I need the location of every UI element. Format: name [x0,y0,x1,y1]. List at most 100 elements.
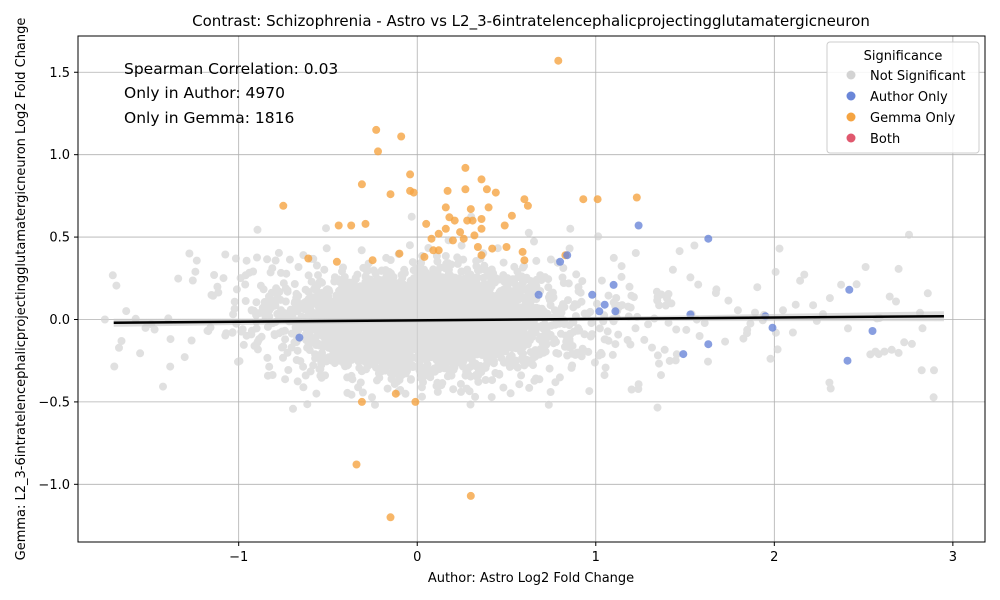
y-tick-label: −1.0 [38,478,70,493]
gemma-only-point [632,193,641,202]
author-only-point [534,290,543,299]
author-only-point [609,280,618,289]
gemma-only-point [461,185,470,194]
legend-marker-gemma-only [846,112,856,122]
gemma-only-point [518,247,527,256]
gemma-only-point [477,224,486,233]
not-significant-points [100,212,938,413]
plot-frame [77,35,986,543]
gemma-only-point [520,256,529,265]
gemma-only-point [443,186,452,195]
gemma-only-point [411,397,420,406]
legend-entry-both: Both [846,132,900,147]
legend: Significance Not Significant Author Only… [826,41,980,154]
legend-marker-author-only [846,91,856,101]
legend-label-both: Both [870,132,900,147]
author-only-point [563,251,572,260]
gemma-only-point [477,251,486,260]
chart-title: Contrast: Schizophrenia - Astro vs L2_3-… [192,12,870,31]
gemma-only-point [466,205,475,214]
gemma-only-point [368,256,377,265]
y-tick-label: 1.5 [49,66,70,81]
annotation-spearman: Spearman Correlation: 0.03 [124,60,338,78]
gemma-only-point [473,243,482,251]
annotation-gemma-only: Only in Gemma: 1816 [124,109,294,127]
gemma-only-point [422,219,431,228]
gemma-only-point [461,163,470,172]
gemma-only-point [507,211,516,220]
legend-box [826,41,980,154]
author-only-point [556,257,565,266]
y-tick-label: 1.0 [49,148,70,163]
x-axis-label: Author: Astro Log2 Fold Change [428,571,634,586]
gemma-only-point [593,195,602,204]
x-tick-label: −1 [229,550,248,565]
regression-line-group [113,311,944,327]
gemma-only-point [395,249,404,258]
gemma-only-point [520,195,529,204]
gemma-only-point [357,397,366,406]
author-only-point [588,290,597,299]
gemma-only-point [386,513,395,522]
gemma-only-point [397,132,406,141]
gemma-only-point [347,221,356,230]
gemma-only-point [429,246,438,255]
author-only-point [600,300,609,309]
legend-title: Significance [864,49,943,64]
gemma-only-point [466,491,475,500]
gemma-only-point [332,257,341,266]
author-only-point [868,327,877,335]
gemma-only-point [482,185,491,194]
author-only-point [843,356,852,365]
gemma-only-point [357,180,366,189]
gemma-only-point [470,231,479,240]
y-tick-label: 0.5 [49,231,70,246]
author-only-point [595,307,604,316]
gemma-only-point [374,147,382,156]
author-only-point [845,285,854,294]
legend-marker-both [846,133,856,143]
gemma-only-point [523,201,532,210]
annotation-author-only: Only in Author: 4970 [124,84,285,102]
author-only-point [634,221,643,230]
significant-points [279,56,877,522]
author-only-point [704,340,713,349]
gemma-only-point [361,219,370,228]
legend-entry-gemma-only: Gemma Only [846,111,956,126]
y-tick-label: −0.5 [38,395,70,410]
gemma-only-point [500,221,509,230]
gemma-only-point [352,460,361,469]
gemma-only-point [488,244,497,253]
legend-entry-author-only: Author Only [846,90,948,105]
gemma-only-point [434,229,443,238]
x-tick-label: 0 [413,550,421,565]
legend-marker-not-significant [846,70,856,80]
y-axis-label: Gemma: L2_3-6intratelencephalicprojectin… [14,18,29,561]
gemma-only-point [477,175,486,184]
regression-line [113,314,944,325]
y-axis-ticks: −1.0 −0.5 0.0 0.5 1.0 1.5 [38,66,78,493]
gemma-only-point [502,243,511,251]
gemma-only-point [420,252,429,261]
legend-label-author-only: Author Only [870,90,948,105]
grid-lines [78,36,985,542]
legend-entry-not-significant: Not Significant [846,69,966,84]
gemma-only-point [386,190,395,199]
author-only-point [611,307,620,316]
author-only-point [768,323,777,332]
gemma-only-point [463,216,472,225]
gemma-only-point [491,188,500,197]
gemma-only-point [456,228,465,237]
gemma-only-point [484,203,493,212]
gemma-only-point [441,203,450,212]
gemma-only-point [579,195,588,204]
x-tick-label: 1 [592,550,600,565]
gemma-only-point [450,216,459,225]
y-tick-label: 0.0 [49,313,70,328]
gemma-only-point [459,234,468,243]
x-axis-ticks: −1 0 1 2 3 [229,542,957,565]
author-only-point [679,350,688,359]
gemma-only-point [372,125,381,134]
gemma-only-point [477,215,486,223]
